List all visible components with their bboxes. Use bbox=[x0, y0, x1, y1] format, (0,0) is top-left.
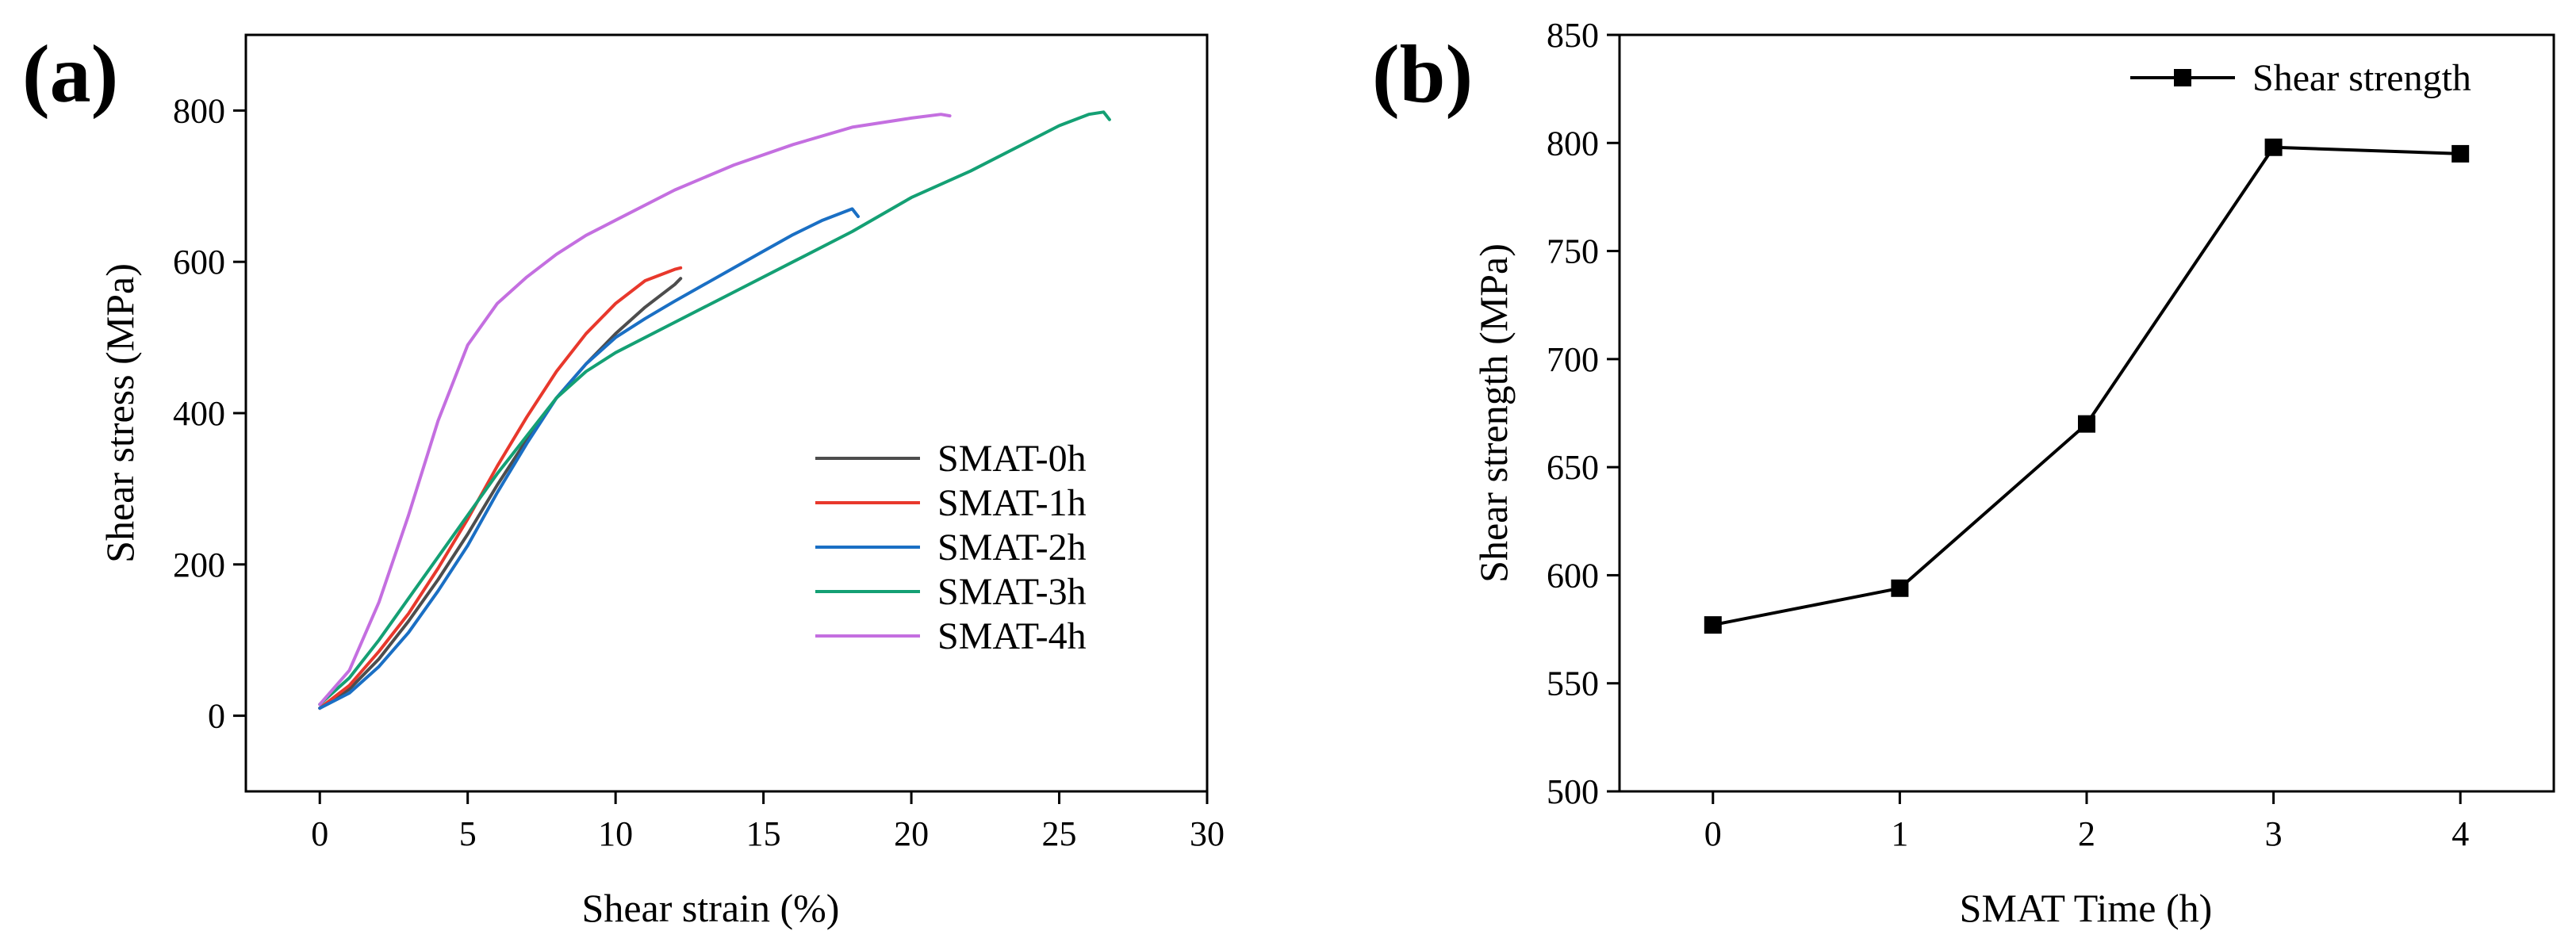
legend-label: SMAT-0h bbox=[937, 438, 1087, 480]
legend-label: SMAT-1h bbox=[937, 482, 1087, 524]
panel-a-x-tick-label: 15 bbox=[746, 814, 781, 853]
panel-a-label: (a) bbox=[22, 29, 118, 120]
panel-a-y-tick-label: 0 bbox=[208, 697, 225, 736]
data-point-shear-strength bbox=[2451, 144, 2470, 163]
panel-a-x-tick-label: 10 bbox=[598, 814, 633, 853]
panel-b-y-axis-title: Shear strength (MPa) bbox=[1471, 243, 1516, 583]
panel-b-y-tick-label: 600 bbox=[1547, 556, 1599, 595]
panel-b-x-tick-label: 2 bbox=[2078, 814, 2095, 853]
panel-b-series bbox=[1704, 138, 2470, 634]
panel-a-ticks: 0 5 10 15 20 25 30 0 200 400 600 800 bbox=[173, 91, 1225, 853]
panel-a-x-tick-label: 5 bbox=[459, 814, 477, 853]
panel-b: (b) 0 1 2 3 4 500 550 600 650 700 750 800 850 SMAT T… bbox=[1372, 16, 2555, 930]
series-line-shear-strength bbox=[1711, 145, 2463, 627]
panel-b-x-tick-label: 1 bbox=[1891, 814, 1908, 853]
data-point-shear-strength bbox=[2264, 138, 2283, 156]
data-point-shear-strength bbox=[1891, 579, 1909, 597]
panel-b-y-tick-label: 550 bbox=[1547, 664, 1599, 703]
legend-label: SMAT-2h bbox=[937, 527, 1087, 569]
panel-a-y-tick-label: 400 bbox=[173, 394, 225, 433]
panel-b-y-tick-label: 750 bbox=[1547, 232, 1599, 271]
panel-a-y-tick-label: 600 bbox=[173, 243, 225, 282]
panel-b-label: (b) bbox=[1372, 29, 1473, 120]
series-line-smat-3h bbox=[318, 110, 1111, 707]
legend-label: SMAT-4h bbox=[937, 615, 1087, 657]
panel-a-plot-area bbox=[244, 33, 1209, 793]
panel-a-y-axis-title: Shear stress (MPa) bbox=[98, 263, 142, 563]
panel-b-legend: Shear strength bbox=[2130, 57, 2471, 99]
series-line-smat-0h bbox=[318, 277, 683, 710]
panel-b-x-tick-label: 4 bbox=[2451, 814, 2469, 853]
panel-b-ticks: 0 1 2 3 4 500 550 600 650 700 750 800 850 bbox=[1547, 16, 2469, 853]
panel-b-x-tick-label: 3 bbox=[2265, 814, 2283, 853]
panel-b-y-tick-label: 850 bbox=[1547, 16, 1599, 55]
series-line-smat-1h bbox=[318, 266, 683, 710]
panel-a-x-tick-label: 30 bbox=[1190, 814, 1225, 853]
legend-label: SMAT-3h bbox=[937, 571, 1087, 613]
panel-a-series bbox=[318, 110, 1111, 710]
panel-b-plot-area bbox=[1618, 33, 2555, 793]
panel-b-y-tick-label: 800 bbox=[1547, 124, 1599, 163]
legend-label: Shear strength bbox=[2252, 57, 2471, 99]
data-point-shear-strength bbox=[2078, 415, 2095, 433]
series-line-smat-2h bbox=[318, 207, 860, 710]
data-point-shear-strength bbox=[1704, 616, 1722, 634]
panel-b-x-tick-label: 0 bbox=[1704, 814, 1722, 853]
panel-b-y-tick-label: 700 bbox=[1547, 340, 1599, 379]
panel-b-x-axis-title: SMAT Time (h) bbox=[1960, 886, 2213, 930]
panel-a-y-tick-label: 200 bbox=[173, 546, 225, 584]
panel-a-x-tick-label: 25 bbox=[1042, 814, 1077, 853]
panel-b-y-tick-label: 500 bbox=[1547, 772, 1599, 811]
legend-marker bbox=[2174, 69, 2191, 86]
panel-a-x-tick-label: 20 bbox=[894, 814, 929, 853]
panel-b-y-tick-label: 650 bbox=[1547, 448, 1599, 487]
panel-a-x-axis-title: Shear strain (%) bbox=[582, 886, 840, 930]
panel-a-x-tick-label: 0 bbox=[311, 814, 328, 853]
series-line-smat-4h bbox=[318, 113, 952, 707]
panel-a: (a) 0 5 10 15 20 25 30 0 200 400 600 800 Shear stra… bbox=[22, 29, 1225, 930]
panel-a-y-tick-label: 800 bbox=[173, 91, 225, 130]
